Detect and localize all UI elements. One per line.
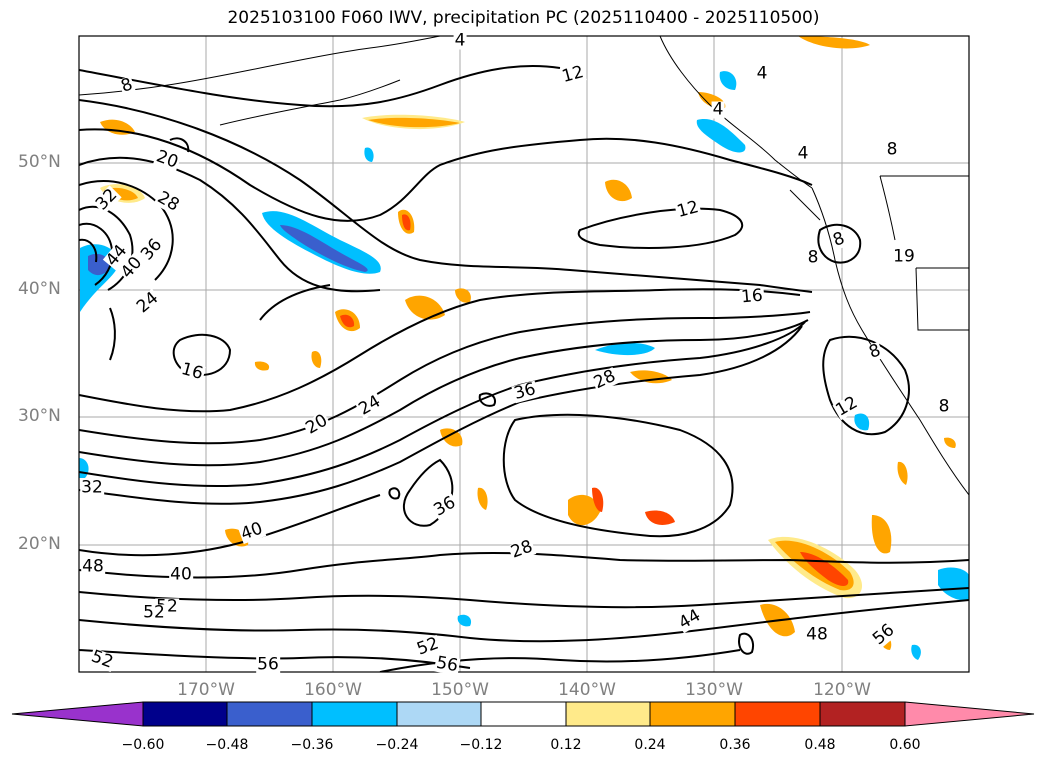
contour-label: 4 xyxy=(755,63,769,84)
lon-label-140w: 140°W xyxy=(558,680,616,700)
colorbar-segment xyxy=(142,701,228,727)
colorbar-segment xyxy=(565,701,651,727)
colorbar-tick: 0.12 xyxy=(550,737,582,753)
map-frame xyxy=(78,35,970,673)
colorbar-tick: −0.12 xyxy=(459,737,503,753)
contour-label: 8 xyxy=(937,396,951,417)
contour-label: 56 xyxy=(433,652,461,677)
colorbar-segment xyxy=(904,701,1035,727)
contour-label: 4 xyxy=(711,99,725,120)
contour-label: 19 xyxy=(892,246,916,267)
map-plot-area xyxy=(79,36,969,672)
colorbar-segment xyxy=(11,701,144,727)
contour-label: 8 xyxy=(885,139,899,160)
lat-label-20n: 20°N xyxy=(18,534,61,554)
iwv-contours xyxy=(79,65,969,672)
coastlines xyxy=(79,36,969,496)
contour-label: 40 xyxy=(169,564,193,585)
contour-label: 48 xyxy=(805,624,829,645)
contour-label: 48 xyxy=(81,556,105,577)
contour-label: 8 xyxy=(806,247,820,268)
colorbar-tick: −0.48 xyxy=(205,737,249,753)
colorbar-segment xyxy=(819,701,906,727)
colorbar-tick: −0.24 xyxy=(375,737,419,753)
colorbar-segment xyxy=(480,701,567,727)
lat-label-30n: 30°N xyxy=(18,406,61,426)
colorbar-segment xyxy=(734,701,821,727)
colorbar-segment xyxy=(649,701,736,727)
colorbar-tick: 0.36 xyxy=(719,737,751,753)
graticule xyxy=(79,36,969,672)
colorbar-segment xyxy=(396,701,482,727)
lat-label-40n: 40°N xyxy=(18,279,61,299)
contour-label: 52 xyxy=(142,602,166,623)
colorbar-segment xyxy=(311,701,398,727)
colorbar-tick: 0.48 xyxy=(804,737,836,753)
colorbar-tick: 0.60 xyxy=(889,737,921,753)
contour-label: 4 xyxy=(453,30,467,51)
lon-label-130w: 130°W xyxy=(685,680,743,700)
lon-label-170w: 170°W xyxy=(177,680,235,700)
colorbar-tick: 0.24 xyxy=(634,737,666,753)
lat-label-50n: 50°N xyxy=(18,152,61,172)
contour-label: 56 xyxy=(256,654,280,675)
contour-label: 16 xyxy=(739,285,765,308)
colorbar-tick: −0.36 xyxy=(290,737,334,753)
lon-label-150w: 150°W xyxy=(431,680,489,700)
colorbar-segment xyxy=(226,701,313,727)
lon-label-120w: 120°W xyxy=(813,680,871,700)
lon-label-160w: 160°W xyxy=(304,680,362,700)
chart-title: 2025103100 F060 IWV, precipitation PC (2… xyxy=(227,8,820,28)
contour-label: 4 xyxy=(796,143,810,164)
colorbar-tick: −0.60 xyxy=(121,737,165,753)
colorbar xyxy=(11,701,1035,727)
contour-label: 32 xyxy=(80,477,104,498)
